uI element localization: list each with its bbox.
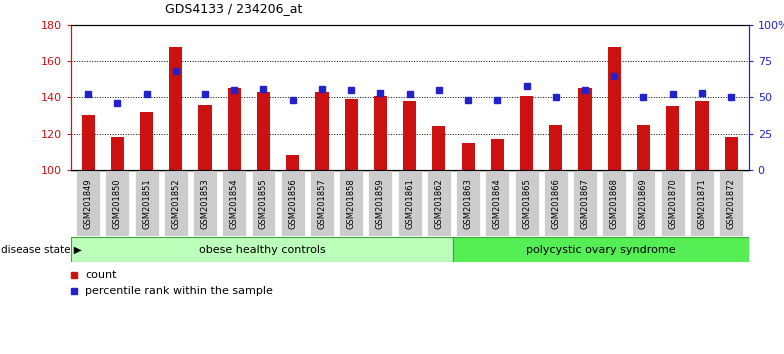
FancyBboxPatch shape — [631, 171, 655, 236]
Bar — [724, 137, 738, 170]
Bar — [666, 107, 679, 170]
Bar — [432, 126, 445, 170]
FancyBboxPatch shape — [339, 171, 363, 236]
Text: GSM201872: GSM201872 — [727, 178, 735, 229]
Text: polycystic ovary syndrome: polycystic ovary syndrome — [526, 245, 676, 255]
FancyBboxPatch shape — [456, 171, 480, 236]
Text: GDS4133 / 234206_at: GDS4133 / 234206_at — [165, 2, 302, 15]
Bar — [227, 88, 241, 170]
Bar — [140, 112, 153, 170]
Bar — [286, 155, 299, 170]
Bar — [315, 92, 328, 170]
Text: GSM201852: GSM201852 — [171, 178, 180, 229]
Bar — [198, 104, 212, 170]
Text: GSM201849: GSM201849 — [84, 178, 93, 229]
Text: GSM201866: GSM201866 — [551, 178, 561, 229]
FancyBboxPatch shape — [71, 237, 453, 262]
Text: GSM201863: GSM201863 — [463, 178, 473, 229]
FancyBboxPatch shape — [252, 171, 275, 236]
FancyBboxPatch shape — [105, 171, 129, 236]
Bar — [579, 88, 592, 170]
Bar — [111, 137, 124, 170]
Text: GSM201868: GSM201868 — [610, 178, 619, 229]
Text: obese healthy controls: obese healthy controls — [198, 245, 325, 255]
FancyBboxPatch shape — [514, 171, 539, 236]
Bar — [695, 101, 709, 170]
Bar — [462, 143, 474, 170]
Bar — [550, 125, 562, 170]
FancyBboxPatch shape — [310, 171, 334, 236]
FancyBboxPatch shape — [223, 171, 246, 236]
FancyBboxPatch shape — [573, 171, 597, 236]
FancyBboxPatch shape — [426, 171, 451, 236]
Bar — [403, 101, 416, 170]
FancyBboxPatch shape — [485, 171, 510, 236]
FancyBboxPatch shape — [76, 171, 100, 236]
FancyBboxPatch shape — [453, 237, 749, 262]
Text: GSM201857: GSM201857 — [318, 178, 326, 229]
Text: GSM201850: GSM201850 — [113, 178, 122, 229]
Text: GSM201865: GSM201865 — [522, 178, 531, 229]
FancyBboxPatch shape — [368, 171, 393, 236]
Text: percentile rank within the sample: percentile rank within the sample — [85, 286, 274, 296]
FancyBboxPatch shape — [164, 171, 188, 236]
Text: GSM201871: GSM201871 — [698, 178, 706, 229]
Bar — [608, 46, 621, 170]
FancyBboxPatch shape — [397, 171, 422, 236]
FancyBboxPatch shape — [719, 171, 743, 236]
Text: count: count — [85, 270, 117, 280]
Text: GSM201867: GSM201867 — [580, 178, 590, 229]
Text: GSM201864: GSM201864 — [493, 178, 502, 229]
Text: GSM201856: GSM201856 — [289, 178, 297, 229]
Bar — [520, 96, 533, 170]
Text: GSM201855: GSM201855 — [259, 178, 268, 229]
FancyBboxPatch shape — [544, 171, 568, 236]
FancyBboxPatch shape — [281, 171, 305, 236]
Text: GSM201870: GSM201870 — [668, 178, 677, 229]
Text: GSM201853: GSM201853 — [201, 178, 209, 229]
Text: GSM201862: GSM201862 — [434, 178, 444, 229]
Text: GSM201854: GSM201854 — [230, 178, 239, 229]
Text: GSM201858: GSM201858 — [347, 178, 356, 229]
Bar — [82, 115, 95, 170]
Text: disease state ▶: disease state ▶ — [1, 245, 82, 255]
Text: GSM201851: GSM201851 — [142, 178, 151, 229]
FancyBboxPatch shape — [135, 171, 158, 236]
FancyBboxPatch shape — [193, 171, 217, 236]
Bar — [345, 99, 358, 170]
FancyBboxPatch shape — [690, 171, 714, 236]
Bar — [257, 92, 270, 170]
Text: GSM201861: GSM201861 — [405, 178, 414, 229]
Bar — [374, 96, 387, 170]
Bar — [169, 46, 183, 170]
Bar — [637, 125, 650, 170]
FancyBboxPatch shape — [661, 171, 684, 236]
Bar — [491, 139, 504, 170]
FancyBboxPatch shape — [602, 171, 626, 236]
Text: GSM201869: GSM201869 — [639, 178, 648, 229]
Text: GSM201859: GSM201859 — [376, 178, 385, 229]
